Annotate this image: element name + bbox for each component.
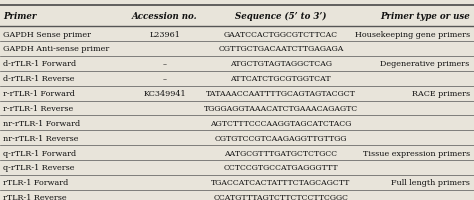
Text: Degenerative primers: Degenerative primers (381, 60, 470, 68)
Text: nr-rTLR-1 Reverse: nr-rTLR-1 Reverse (3, 134, 78, 142)
Text: r-rTLR-1 Forward: r-rTLR-1 Forward (3, 90, 75, 98)
Text: TGGGAGGTAAACATCTGAAACAGAGTC: TGGGAGGTAAACATCTGAAACAGAGTC (204, 104, 358, 112)
Text: TGACCATCACTATTTCTAGCAGCTT: TGACCATCACTATTTCTAGCAGCTT (211, 178, 351, 186)
Text: AATGCGTTTGATGCTCTGCC: AATGCGTTTGATGCTCTGCC (224, 149, 337, 157)
Text: rTLR-1 Reverse: rTLR-1 Reverse (3, 193, 66, 200)
Text: –: – (163, 75, 167, 83)
Text: nr-rTLR-1 Forward: nr-rTLR-1 Forward (3, 119, 80, 127)
Text: d-rTLR-1 Forward: d-rTLR-1 Forward (3, 60, 76, 68)
Text: CCATGTTTAGTCTTCTCCTTCGGC: CCATGTTTAGTCTTCTCCTTCGGC (213, 193, 348, 200)
Text: CGTGTCCGTCAAGAGGTTGTTGG: CGTGTCCGTCAAGAGGTTGTTGG (215, 134, 347, 142)
Text: Full length primers: Full length primers (391, 178, 470, 186)
Text: d-rTLR-1 Reverse: d-rTLR-1 Reverse (3, 75, 74, 83)
Text: r-rTLR-1 Reverse: r-rTLR-1 Reverse (3, 104, 73, 112)
Text: GAPDH Sense primer: GAPDH Sense primer (3, 30, 91, 38)
Text: –: – (163, 60, 167, 68)
Text: Primer type or use: Primer type or use (380, 12, 470, 21)
Text: rTLR-1 Forward: rTLR-1 Forward (3, 178, 68, 186)
Text: ATTCATCTGCGTGGTCAT: ATTCATCTGCGTGGTCAT (230, 75, 331, 83)
Text: Housekeeping gene primers: Housekeeping gene primers (355, 30, 470, 38)
Text: AGTCTTTCCCAAGGTAGCATCTACG: AGTCTTTCCCAAGGTAGCATCTACG (210, 119, 352, 127)
Text: q-rTLR-1 Forward: q-rTLR-1 Forward (3, 149, 76, 157)
Text: GAATCCACTGGCGTCTTCAC: GAATCCACTGGCGTCTTCAC (224, 30, 338, 38)
Text: Primer: Primer (3, 12, 36, 21)
Text: RACE primers: RACE primers (411, 90, 470, 98)
Text: Tissue expression primers: Tissue expression primers (363, 149, 470, 157)
Text: CCTCCGTGCCATGAGGGTTT: CCTCCGTGCCATGAGGGTTT (224, 164, 338, 172)
Text: TATAAACCAATTTTGCAGTAGTACGCT: TATAAACCAATTTTGCAGTAGTACGCT (206, 90, 356, 98)
Text: CGTTGCTGACAATCTTGAGAGA: CGTTGCTGACAATCTTGAGAGA (218, 45, 344, 53)
Text: L23961: L23961 (149, 30, 180, 38)
Text: ATGCTGTAGTAGGCTCAG: ATGCTGTAGTAGGCTCAG (230, 60, 332, 68)
Text: q-rTLR-1 Reverse: q-rTLR-1 Reverse (3, 164, 74, 172)
Text: Sequence (5’ to 3’): Sequence (5’ to 3’) (235, 12, 327, 21)
Text: KC349941: KC349941 (144, 90, 186, 98)
Text: Accession no.: Accession no. (132, 12, 198, 21)
Text: GAPDH Anti-sense primer: GAPDH Anti-sense primer (3, 45, 109, 53)
